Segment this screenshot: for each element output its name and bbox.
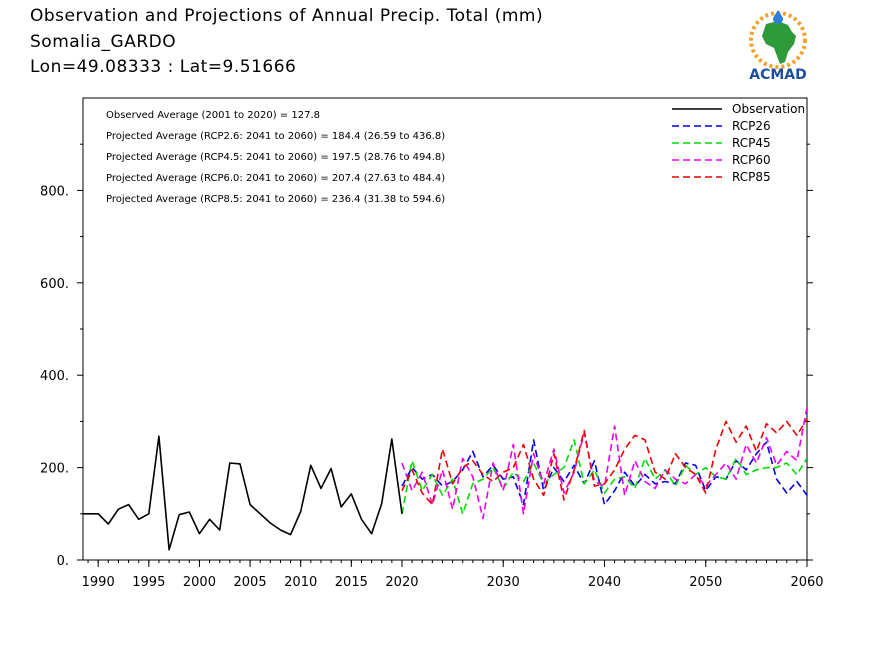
x-tick-label: 2030 bbox=[487, 575, 520, 590]
x-tick-label: 2015 bbox=[335, 575, 368, 590]
series-line-observation bbox=[83, 435, 403, 551]
y-tick-label: 400. bbox=[40, 369, 69, 384]
x-tick-label: 2010 bbox=[284, 575, 317, 590]
y-tick-label: 800. bbox=[40, 184, 69, 199]
africa-map-icon bbox=[762, 21, 796, 64]
average-annotation: Projected Average (RCP8.5: 2041 to 2060)… bbox=[106, 194, 445, 205]
legend-label: RCP45 bbox=[732, 136, 771, 150]
average-annotation: Observed Average (2001 to 2020) = 127.8 bbox=[106, 110, 320, 121]
x-tick-label: 1995 bbox=[132, 575, 165, 590]
y-tick-label: 200. bbox=[40, 462, 69, 477]
average-annotation: Projected Average (RCP6.0: 2041 to 2060)… bbox=[106, 173, 445, 184]
coordinates-label: Lon=49.08333 : Lat=9.51666 bbox=[30, 57, 297, 77]
legend-label: RCP26 bbox=[732, 119, 771, 133]
logo-text: ACMAD bbox=[749, 67, 807, 83]
x-tick-label: 2020 bbox=[385, 575, 418, 590]
legend-label: RCP60 bbox=[732, 153, 771, 167]
series-line-rcp60 bbox=[401, 407, 807, 520]
legend-label: RCP85 bbox=[732, 170, 771, 184]
x-tick-label: 2005 bbox=[234, 575, 267, 590]
series-layer bbox=[83, 407, 807, 551]
x-tick-label: 1990 bbox=[82, 575, 115, 590]
water-drop-icon bbox=[773, 10, 783, 24]
legend-label: Observation bbox=[732, 102, 805, 116]
annotation-layer: Observed Average (2001 to 2020) = 127.8 P… bbox=[106, 110, 445, 205]
x-tick-label: 2040 bbox=[588, 575, 621, 590]
series-line-rcp26 bbox=[401, 439, 807, 506]
chart-title: Observation and Projections of Annual Pr… bbox=[30, 6, 544, 26]
series-line-rcp85 bbox=[401, 418, 807, 506]
average-annotation: Projected Average (RCP4.5: 2041 to 2060)… bbox=[106, 152, 445, 163]
acmad-logo: ACMAD bbox=[749, 10, 807, 83]
series-line-rcp45 bbox=[401, 439, 807, 515]
legend: Observation RCP26 RCP45 RCP60 RCP85 bbox=[672, 102, 805, 184]
x-tick-label: 2000 bbox=[183, 575, 216, 590]
y-tick-label: 600. bbox=[40, 277, 69, 292]
x-tick-label: 2060 bbox=[790, 575, 823, 590]
location-label: Somalia_GARDO bbox=[30, 32, 177, 52]
y-axis: 0. 200. 400. 600. 800. bbox=[40, 143, 813, 569]
x-axis: 1990 1995 2000 2005 2010 2015 2020 2030 2040 2050… bbox=[82, 560, 824, 590]
average-annotation: Projected Average (RCP2.6: 2041 to 2060)… bbox=[106, 131, 445, 142]
y-tick-label: 0. bbox=[57, 554, 69, 569]
x-tick-label: 2050 bbox=[689, 575, 722, 590]
